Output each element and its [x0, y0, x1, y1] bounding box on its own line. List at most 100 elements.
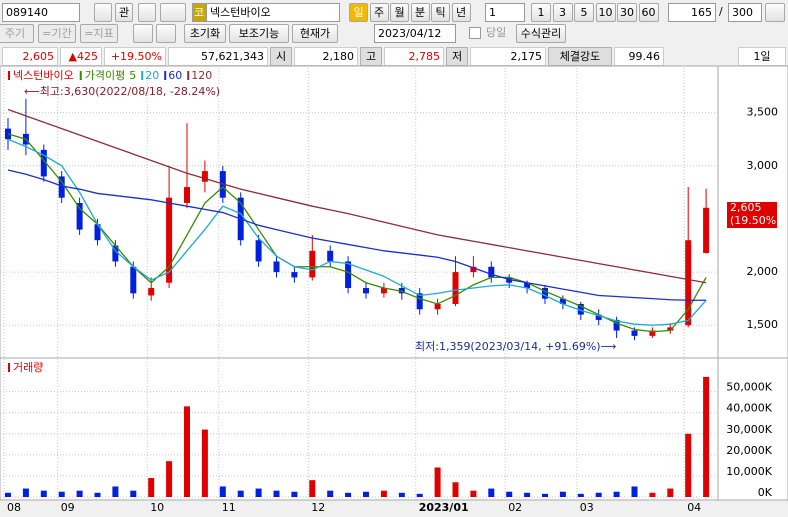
period-button[interactable]: 일	[349, 3, 368, 22]
volume-bar	[40, 490, 47, 497]
search-button[interactable]	[94, 3, 112, 22]
volume-bar	[613, 491, 620, 497]
volume-bar	[219, 486, 226, 497]
candle-body	[309, 250, 316, 278]
volume-bar	[130, 490, 137, 497]
period-button[interactable]: 분	[410, 3, 430, 22]
checkbox-label: 당일	[486, 26, 507, 39]
x-tick-label: 12	[311, 501, 325, 514]
period-button[interactable]: 년	[451, 3, 471, 22]
period-button[interactable]: 틱	[431, 3, 450, 22]
candle-body	[148, 288, 155, 296]
volume-bar	[327, 490, 334, 497]
stock-code[interactable]: 089140	[2, 3, 80, 22]
interval-button[interactable]: 60	[638, 3, 659, 22]
count-input[interactable]: 165	[668, 3, 716, 22]
period-button[interactable]: 주	[369, 3, 389, 22]
volume-bar	[291, 491, 298, 497]
candle-body	[76, 202, 83, 230]
quote-strength: 99.46	[614, 47, 664, 66]
y-tick-label: 3,000	[747, 159, 779, 172]
min-annotation: 최저:1,359(2023/03/14, +91.69%)⟶	[415, 340, 617, 353]
interval-button[interactable]: 5	[574, 3, 594, 22]
volume-bar	[58, 491, 65, 497]
interval-button[interactable]: 10	[595, 3, 616, 22]
x-tick-label: 09	[61, 501, 75, 514]
action-button[interactable]: 초기화	[184, 24, 226, 43]
candle-body	[434, 303, 441, 310]
action-button[interactable]: 보조기능	[229, 24, 289, 43]
icon-button[interactable]	[133, 24, 153, 43]
candle-body	[166, 197, 173, 283]
checkbox[interactable]	[469, 27, 481, 39]
disabled-button: 주기	[0, 24, 34, 43]
volume-bar	[398, 492, 405, 497]
action-button[interactable]: 현재가	[292, 24, 338, 43]
volume-bar	[452, 482, 459, 497]
formula-button[interactable]: 수식관리	[516, 24, 566, 43]
x-tick-label: 11	[222, 501, 236, 514]
date-input[interactable]: 2023/04/12	[374, 24, 456, 43]
volume-bar	[345, 492, 352, 497]
interval-button[interactable]: 3	[552, 3, 573, 22]
icon-button[interactable]	[765, 3, 785, 22]
volume-bar	[416, 493, 423, 497]
disabled-button: =지표	[80, 24, 118, 43]
legend-label: 120	[191, 69, 212, 82]
y-tick-label: 0K	[758, 486, 773, 499]
candle-body	[327, 250, 334, 262]
candle-body	[273, 261, 280, 273]
candle-body	[130, 266, 137, 294]
quote-volume: 57,621,343	[168, 47, 268, 66]
icon-button[interactable]	[156, 24, 176, 43]
candle-body	[470, 266, 477, 273]
candle-body	[685, 240, 692, 326]
volume-bar	[273, 490, 280, 497]
interval-button[interactable]: 1	[531, 3, 551, 22]
volume-bar	[166, 461, 173, 497]
icon-button[interactable]	[160, 3, 186, 22]
candle-body	[40, 149, 47, 177]
candle-body	[542, 288, 548, 299]
volume-bar	[363, 491, 369, 497]
volume-bar	[76, 490, 83, 497]
volume-bar	[112, 486, 119, 497]
candle-body	[416, 293, 423, 310]
legend-label: 60	[168, 69, 182, 82]
quote-period: 1일	[738, 47, 786, 66]
gwan-button[interactable]: 관	[115, 3, 133, 22]
y-tick-label: 3,500	[747, 106, 779, 119]
volume-bar	[631, 486, 638, 497]
volume-bar	[5, 492, 11, 497]
candle-body	[184, 187, 190, 203]
volume-bar	[434, 467, 441, 497]
max-input[interactable]: 300	[728, 3, 762, 22]
volume-bar	[22, 488, 29, 497]
candle-body	[58, 176, 65, 198]
volume-bar	[542, 493, 548, 497]
candle-body	[613, 319, 620, 331]
quote-open: 2,180	[294, 47, 358, 66]
icon-button[interactable]	[138, 3, 156, 22]
volume-bar	[595, 492, 602, 497]
volume-bar	[309, 480, 316, 497]
quote-rate: +19.50%	[104, 47, 166, 66]
stock-name[interactable]: 넥스턴바이오	[206, 3, 340, 22]
candle-body	[201, 171, 208, 182]
legend-label: 가격이평	[85, 69, 125, 82]
volume-bar	[649, 492, 656, 497]
volume-bar	[667, 488, 674, 497]
candle-body	[94, 224, 101, 241]
last-rate-label: (19.50%)	[730, 214, 781, 227]
unit-select[interactable]: 1	[485, 3, 525, 22]
volume-bar	[237, 490, 244, 497]
legend-swatch	[187, 71, 190, 80]
period-button[interactable]: 월	[390, 3, 409, 22]
volume-bar	[559, 491, 566, 497]
quote-price: 2,605	[2, 47, 58, 66]
x-tick-label: 02	[508, 501, 522, 514]
interval-button[interactable]: 30	[617, 3, 637, 22]
candle-body	[649, 330, 656, 336]
